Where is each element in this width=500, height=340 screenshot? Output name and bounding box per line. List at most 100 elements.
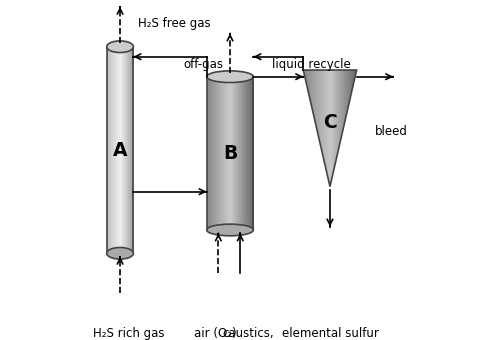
Text: B: B xyxy=(223,144,237,163)
Bar xyxy=(248,77,249,230)
Bar xyxy=(118,47,119,253)
Bar xyxy=(127,47,128,253)
Bar xyxy=(130,47,131,253)
Bar xyxy=(251,77,252,230)
Bar xyxy=(236,77,237,230)
Bar xyxy=(337,70,338,151)
Bar xyxy=(336,70,338,154)
Bar xyxy=(116,47,117,253)
Bar xyxy=(325,70,326,165)
Bar xyxy=(306,70,308,85)
Bar xyxy=(308,70,310,94)
Bar xyxy=(347,70,348,107)
Bar xyxy=(249,77,250,230)
Bar xyxy=(221,77,222,230)
Bar xyxy=(315,70,316,120)
Bar xyxy=(222,77,224,230)
Bar xyxy=(126,47,127,253)
Text: caustics,
nutrients: caustics, nutrients xyxy=(222,327,275,340)
Bar xyxy=(346,70,348,110)
Bar xyxy=(349,70,350,98)
Bar xyxy=(216,77,217,230)
Bar xyxy=(229,77,230,230)
Bar xyxy=(330,70,332,181)
Bar xyxy=(122,47,123,253)
Bar xyxy=(220,77,221,230)
Bar xyxy=(108,47,110,253)
Bar xyxy=(129,47,130,253)
Bar xyxy=(245,77,246,230)
Bar xyxy=(228,77,230,230)
Bar xyxy=(319,70,320,138)
Bar xyxy=(339,70,340,142)
Bar xyxy=(215,77,216,230)
Bar xyxy=(247,77,248,230)
Bar xyxy=(232,77,233,230)
Bar xyxy=(119,47,120,253)
Text: air (O₂): air (O₂) xyxy=(194,327,236,340)
Bar xyxy=(116,47,117,253)
Bar xyxy=(235,77,236,230)
Text: off-gas: off-gas xyxy=(184,58,224,71)
Ellipse shape xyxy=(206,71,254,83)
Bar xyxy=(344,70,346,119)
Bar xyxy=(332,70,334,172)
Bar xyxy=(120,47,121,253)
Bar xyxy=(238,77,240,230)
Bar xyxy=(313,70,314,112)
Bar xyxy=(230,77,231,230)
Bar xyxy=(329,70,330,182)
Text: liquid recycle: liquid recycle xyxy=(272,58,350,71)
Bar xyxy=(318,70,319,135)
Bar xyxy=(125,47,126,253)
Bar xyxy=(206,77,254,230)
Bar xyxy=(326,70,328,170)
Bar xyxy=(218,77,220,230)
Bar xyxy=(110,47,111,253)
Text: H₂S free gas: H₂S free gas xyxy=(138,17,211,30)
Bar xyxy=(222,77,223,230)
Text: elemental sulfur: elemental sulfur xyxy=(282,327,378,340)
Bar xyxy=(351,70,352,89)
Bar xyxy=(314,70,315,117)
Ellipse shape xyxy=(206,224,254,236)
Bar xyxy=(121,47,122,253)
Bar xyxy=(132,47,133,253)
Bar xyxy=(231,77,232,230)
Bar xyxy=(242,77,244,230)
Bar xyxy=(112,47,113,253)
Bar xyxy=(209,77,210,230)
Bar xyxy=(343,70,344,125)
Bar xyxy=(352,70,353,86)
Bar xyxy=(132,47,134,253)
Text: C: C xyxy=(323,113,337,132)
Bar xyxy=(327,70,328,173)
Ellipse shape xyxy=(106,41,134,53)
Bar xyxy=(241,77,242,230)
Bar xyxy=(218,77,219,230)
Bar xyxy=(123,47,124,253)
Bar xyxy=(126,47,128,253)
Bar xyxy=(106,47,134,253)
Bar xyxy=(214,77,216,230)
Bar xyxy=(234,77,236,230)
Bar xyxy=(208,77,209,230)
Bar xyxy=(212,77,213,230)
Bar xyxy=(122,47,123,253)
Bar xyxy=(225,77,226,230)
Bar xyxy=(232,77,234,230)
Bar xyxy=(212,77,214,230)
Bar xyxy=(124,47,126,253)
Bar xyxy=(304,70,305,73)
Bar xyxy=(312,70,313,108)
Bar xyxy=(228,77,229,230)
Bar xyxy=(124,47,125,253)
Bar xyxy=(317,70,318,129)
Bar xyxy=(248,77,250,230)
Bar xyxy=(316,70,317,126)
Bar xyxy=(352,70,354,83)
Bar xyxy=(108,47,109,253)
Bar xyxy=(216,77,218,230)
Bar xyxy=(117,47,118,253)
Bar xyxy=(227,77,228,230)
